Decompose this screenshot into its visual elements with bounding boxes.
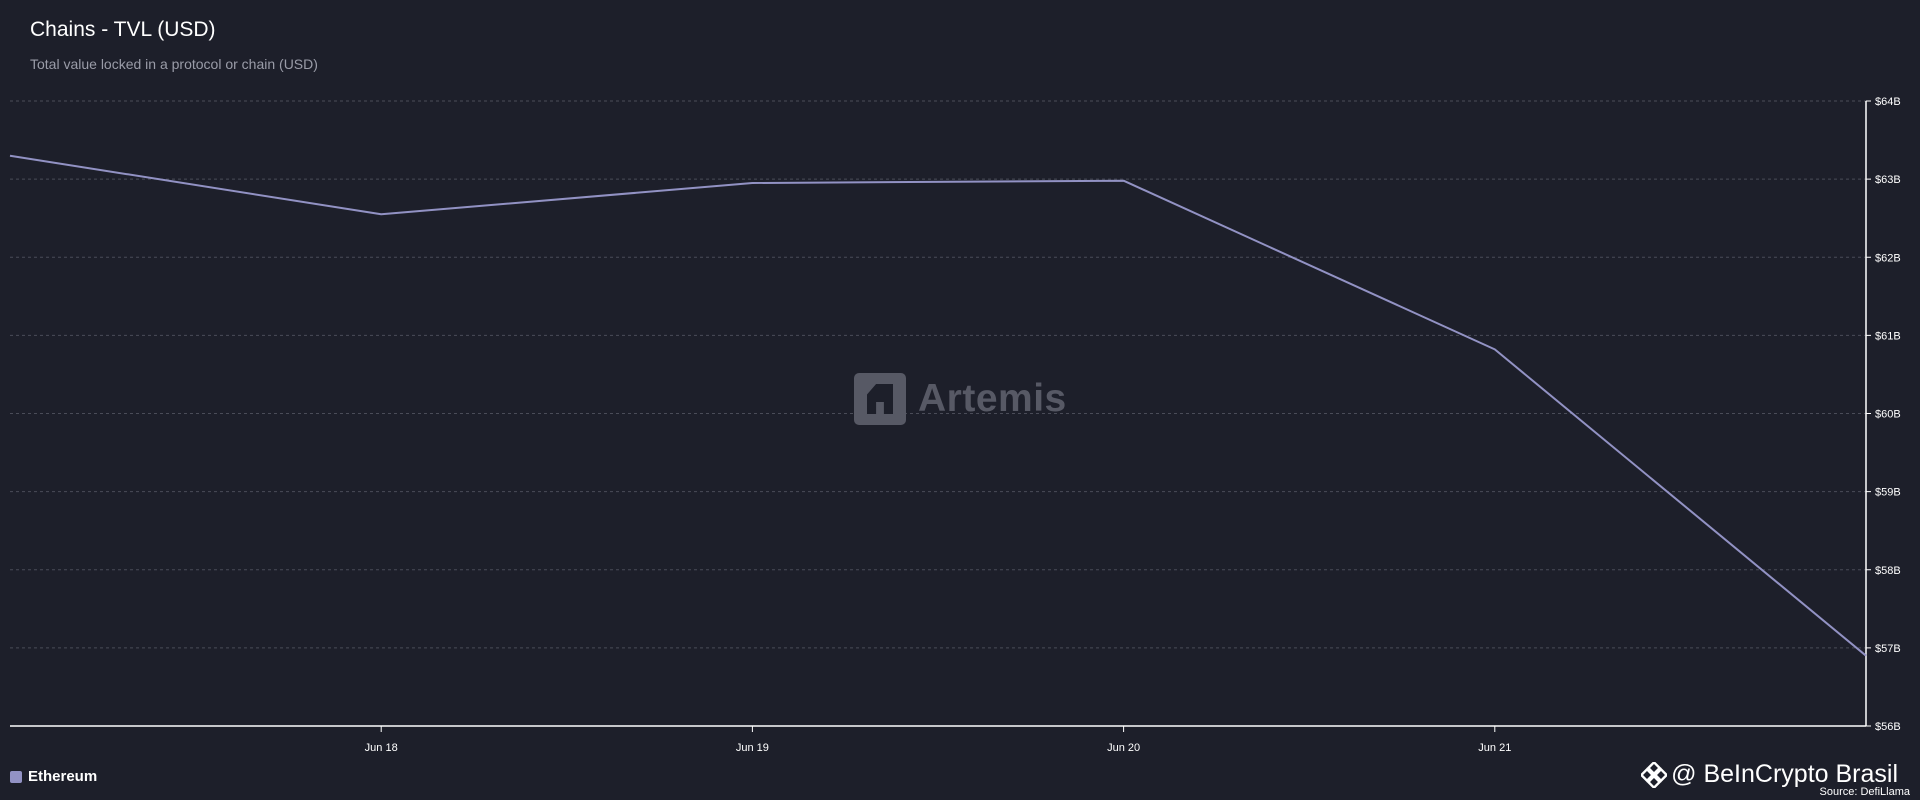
x-tick-label: Jun 18 — [365, 742, 398, 754]
legend-label: Ethereum — [28, 768, 98, 785]
y-tick-label: $57B — [1875, 643, 1901, 655]
y-tick-label: $59B — [1875, 487, 1901, 499]
y-tick-label: $63B — [1875, 174, 1901, 186]
y-tick-label: $60B — [1875, 409, 1901, 421]
source-note: Source: DefiLlama — [1819, 786, 1911, 798]
x-tick-label: Jun 19 — [736, 742, 769, 754]
y-tick-label: $56B — [1875, 721, 1901, 733]
brand-text: @ BeInCrypto Brasil — [1671, 760, 1898, 788]
beincrypto-brand: @ BeInCrypto Brasil — [1641, 760, 1898, 789]
artemis-watermark: Artemis — [854, 373, 1067, 425]
binance-diamond-icon — [1641, 761, 1668, 788]
chart-title: Chains - TVL (USD) — [30, 18, 216, 41]
y-tick-label: $62B — [1875, 252, 1901, 264]
y-tick-label: $64B — [1875, 96, 1901, 108]
y-tick-label: $58B — [1875, 565, 1901, 577]
x-tick-label: Jun 20 — [1107, 742, 1140, 754]
x-tick-label: Jun 21 — [1478, 742, 1511, 754]
series-line-ethereum — [9, 154, 1867, 657]
artemis-logo-icon — [854, 373, 906, 425]
chart-subtitle: Total value locked in a protocol or chai… — [30, 56, 318, 72]
y-tick-label: $61B — [1875, 330, 1901, 342]
watermark-text: Artemis — [918, 377, 1067, 420]
legend[interactable]: Ethereum — [10, 768, 97, 785]
legend-swatch — [10, 770, 22, 783]
